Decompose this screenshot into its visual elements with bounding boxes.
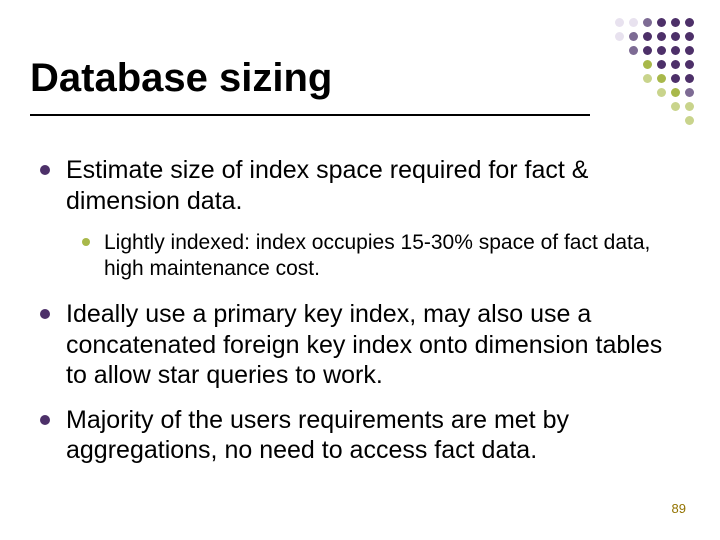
dot-icon — [629, 32, 638, 41]
dot-icon — [671, 88, 680, 97]
dot-icon — [629, 46, 638, 55]
dot-icon — [643, 32, 652, 41]
dot-icon — [685, 116, 694, 125]
list-item: Estimate size of index space required fo… — [40, 155, 680, 216]
dot-icon — [657, 32, 666, 41]
dot-icon — [685, 32, 694, 41]
dot-icon — [657, 88, 666, 97]
dot-icon — [615, 32, 624, 41]
dot-icon — [685, 46, 694, 55]
dot-icon — [657, 18, 666, 27]
slide: Database sizing Estimate size of index s… — [0, 0, 720, 540]
bullet-icon — [40, 165, 50, 175]
dot-icon — [671, 102, 680, 111]
dot-row — [610, 74, 694, 83]
dot-row — [610, 102, 694, 111]
dot-row — [610, 60, 694, 69]
dot-icon — [643, 74, 652, 83]
dot-row — [610, 18, 694, 27]
page-number: 89 — [672, 501, 686, 516]
corner-dot-decoration — [610, 18, 694, 130]
dot-icon — [671, 74, 680, 83]
list-subitem-text: Lightly indexed: index occupies 15-30% s… — [104, 230, 680, 281]
dot-icon — [643, 18, 652, 27]
list-subitem: Lightly indexed: index occupies 15-30% s… — [82, 230, 680, 281]
dot-icon — [671, 46, 680, 55]
bullet-icon — [40, 415, 50, 425]
dot-icon — [643, 46, 652, 55]
dot-row — [610, 46, 694, 55]
dot-icon — [685, 60, 694, 69]
dot-icon — [657, 46, 666, 55]
list-item-text: Majority of the users requirements are m… — [66, 405, 680, 466]
dot-row — [610, 88, 694, 97]
slide-body: Estimate size of index space required fo… — [40, 155, 680, 480]
dot-icon — [657, 74, 666, 83]
dot-icon — [685, 88, 694, 97]
dot-icon — [671, 32, 680, 41]
list-item: Ideally use a primary key index, may als… — [40, 299, 680, 391]
list-item-text: Ideally use a primary key index, may als… — [66, 299, 680, 391]
dot-icon — [643, 60, 652, 69]
dot-row — [610, 32, 694, 41]
bullet-icon — [82, 238, 90, 246]
dot-row — [610, 116, 694, 125]
dot-icon — [671, 60, 680, 69]
title-underline — [30, 114, 590, 116]
dot-icon — [685, 74, 694, 83]
list-item: Majority of the users requirements are m… — [40, 405, 680, 466]
list-item-text: Estimate size of index space required fo… — [66, 155, 680, 216]
dot-icon — [615, 18, 624, 27]
dot-icon — [629, 18, 638, 27]
dot-icon — [671, 18, 680, 27]
bullet-icon — [40, 309, 50, 319]
dot-icon — [657, 60, 666, 69]
dot-icon — [685, 102, 694, 111]
slide-title: Database sizing — [30, 56, 332, 101]
dot-icon — [685, 18, 694, 27]
